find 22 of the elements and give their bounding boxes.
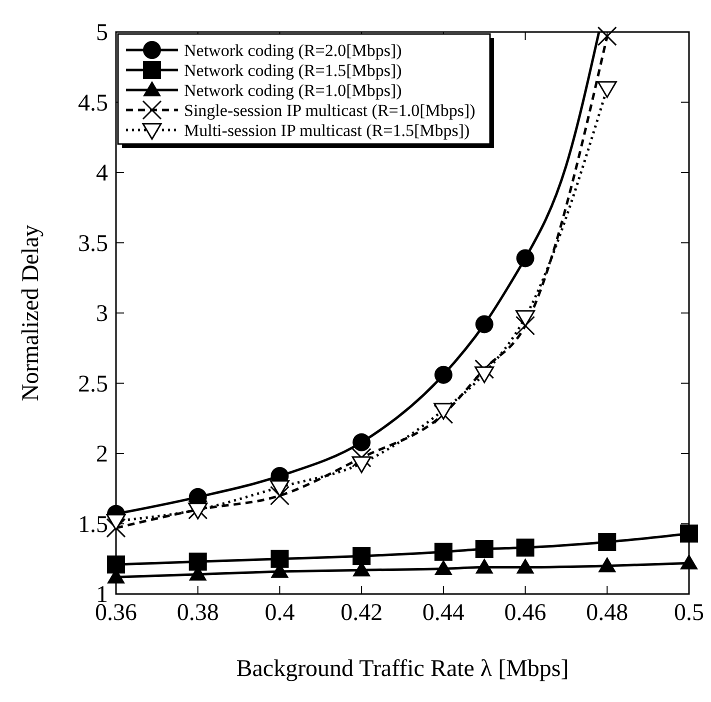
y-tick-label: 5: [96, 20, 108, 46]
x-tick-label: 0.5: [674, 600, 704, 626]
y-tick-label: 4: [96, 160, 108, 186]
legend-label: Network coding (R=1.5[Mbps]): [184, 61, 402, 80]
y-axis-title: Normalized Delay: [18, 224, 44, 402]
x-tick-label: 0.4: [264, 600, 295, 626]
y-tick-label: 2: [96, 442, 108, 468]
x-tick-label: 0.48: [586, 600, 628, 626]
y-tick-label: 3: [96, 301, 108, 327]
x-tick-label: 0.38: [176, 600, 219, 626]
x-tick-label: 0.42: [340, 600, 383, 626]
y-tick-label: 2.5: [78, 371, 108, 398]
x-axis-title: Background Traffic Rate λ [Mbps]: [236, 656, 569, 682]
y-tick-label: 4.5: [78, 90, 108, 116]
legend-label: Network coding (R=1.0[Mbps]): [184, 81, 402, 100]
x-tick-label: 0.44: [422, 600, 464, 626]
legend-label: Multi-session IP multicast (R=1.5[Mbps]): [184, 121, 470, 140]
legend-label: Network coding (R=2.0[Mbps]): [184, 41, 402, 60]
y-tick-label: 1.5: [78, 512, 108, 538]
legend-label: Single-session IP multicast (R=1.0[Mbps]): [184, 101, 476, 120]
y-tick-label: 3.5: [78, 230, 108, 257]
x-tick-label: 0.46: [504, 600, 546, 626]
